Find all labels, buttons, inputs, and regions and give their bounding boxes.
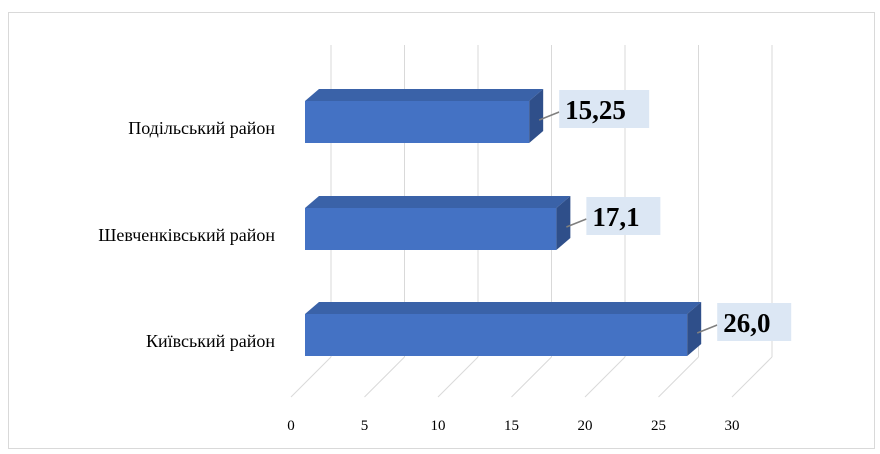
gridline-floor (731, 356, 773, 398)
bar-side (687, 302, 702, 356)
bar (305, 314, 688, 356)
leader-line (566, 218, 587, 228)
bar-top (305, 302, 702, 314)
gridline-floor (584, 356, 626, 398)
gridline-floor (437, 356, 479, 398)
bars (305, 89, 702, 356)
gridline-floor (511, 356, 552, 398)
category-axis: Подільський район Шевченківський район Киї… (98, 118, 275, 351)
bar (305, 101, 530, 143)
bar-top (305, 89, 544, 101)
bar (305, 208, 557, 250)
x-tick-label: 5 (361, 418, 369, 434)
x-tick-label: 30 (725, 418, 740, 434)
bar-side (556, 196, 571, 250)
data-labels: 15,25 17,1 26,0 (538, 90, 792, 341)
x-tick-label: 20 (578, 418, 593, 434)
category-label: Шевченківський район (98, 225, 275, 245)
leader-line (538, 111, 560, 121)
bar-side (529, 89, 544, 143)
gridline-floor (658, 356, 699, 398)
x-tick-label: 25 (651, 418, 666, 434)
data-label: 17,1 (592, 202, 639, 232)
x-tick-label: 10 (431, 418, 446, 434)
gridline-floor (290, 356, 332, 398)
data-label-box (586, 197, 661, 235)
data-label-box (559, 90, 650, 128)
leader-line (696, 324, 718, 334)
data-label: 26,0 (723, 308, 770, 338)
value-axis: 0 5 10 15 20 25 30 (287, 418, 739, 434)
data-label-box (717, 303, 792, 341)
category-label: Подільський район (128, 118, 275, 138)
category-label: Київський район (146, 331, 275, 351)
gridline-floor (364, 356, 405, 398)
bar-top (305, 196, 571, 208)
data-label: 15,25 (565, 95, 626, 125)
x-tick-label: 15 (504, 418, 519, 434)
chart-frame (8, 12, 875, 449)
x-tick-label: 0 (287, 418, 295, 434)
chart-border (8, 12, 875, 449)
